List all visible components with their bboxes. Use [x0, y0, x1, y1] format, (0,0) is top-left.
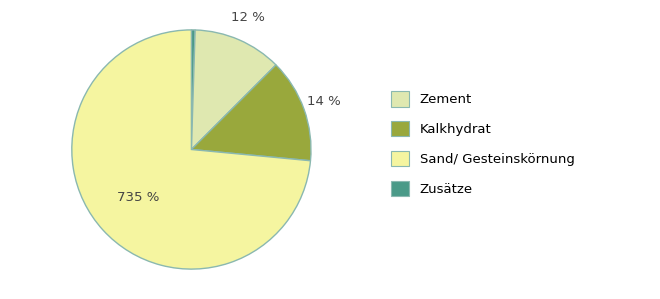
Wedge shape	[191, 65, 311, 161]
Text: 0,5 %: 0,5 %	[175, 0, 213, 1]
Wedge shape	[191, 30, 195, 150]
Wedge shape	[191, 30, 276, 150]
Text: 14 %: 14 %	[308, 95, 341, 108]
Legend: Zement, Kalkhydrat, Sand/ Gesteinskörnung, Zusätze: Zement, Kalkhydrat, Sand/ Gesteinskörnun…	[391, 91, 575, 196]
Text: 735 %: 735 %	[117, 191, 160, 204]
Wedge shape	[72, 30, 310, 269]
Text: 12 %: 12 %	[232, 11, 265, 24]
